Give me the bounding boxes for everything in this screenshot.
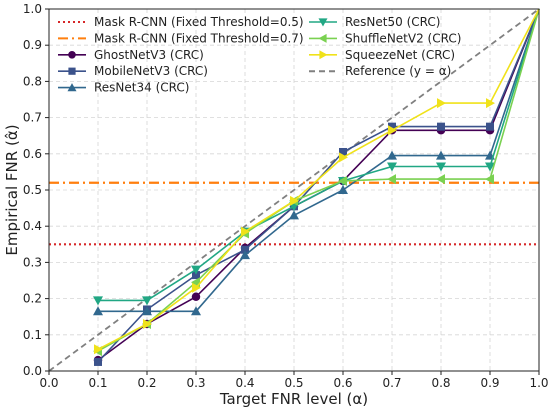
data-point <box>318 18 328 27</box>
data-point <box>93 306 103 316</box>
legend-label: MobileNetV3 (CRC) <box>94 64 208 78</box>
legend: Mask R-CNN (Fixed Threshold=0.5) Mask R-C… <box>58 15 461 95</box>
data-point <box>142 306 152 316</box>
legend-label: ShuffleNetV2 (CRC) <box>345 31 461 45</box>
y-tick-label: 0.9 <box>23 38 42 52</box>
legend-label: Reference (y = α) <box>345 64 451 78</box>
series <box>93 8 540 357</box>
y-axis-title: Empirical FNR (α̂) <box>3 124 21 255</box>
data-point <box>191 306 201 316</box>
x-tick-label: 0.9 <box>480 376 499 390</box>
x-tick-label: 0.7 <box>382 376 401 390</box>
legend-label: Mask R-CNN (Fixed Threshold=0.5) <box>94 15 304 29</box>
data-point <box>388 122 396 131</box>
legend-label: SqueezeNet (CRC) <box>345 48 455 62</box>
series-group <box>93 8 540 366</box>
x-tick-label: 0.5 <box>284 376 303 390</box>
data-point <box>191 292 201 302</box>
y-tick-label: 0.4 <box>23 219 42 233</box>
y-tick-label: 0.1 <box>23 328 42 342</box>
data-point <box>319 50 328 60</box>
data-point <box>94 357 102 366</box>
legend-item: Mask R-CNN (Fixed Threshold=0.5) <box>58 15 304 29</box>
x-tick-label: 0.2 <box>137 376 156 390</box>
y-tick-label: 0.0 <box>23 364 42 378</box>
data-point <box>436 174 445 185</box>
data-point <box>241 245 249 254</box>
axis-ticks: 0.0 0.1 0.2 0.3 0.4 0.5 0.6 0.7 0.8 0.9 1.0 0.0 0.1 0… <box>23 2 549 390</box>
x-tick-label: 0.4 <box>235 376 254 390</box>
data-point <box>339 147 347 156</box>
legend-label: GhostNetV3 (CRC) <box>94 48 204 62</box>
data-point <box>338 175 347 186</box>
data-point <box>485 174 494 185</box>
legend-item: Mask R-CNN (Fixed Threshold=0.7) <box>58 31 304 45</box>
data-point <box>94 344 103 355</box>
data-point <box>93 296 103 306</box>
series-line <box>98 8 540 313</box>
y-tick-label: 0.6 <box>23 147 42 161</box>
legend-item: Reference (y = α) <box>309 64 451 78</box>
y-tick-label: 0.8 <box>23 74 42 88</box>
data-point <box>436 150 446 160</box>
series-line <box>97 8 540 351</box>
data-point <box>142 296 152 306</box>
data-point <box>289 210 299 220</box>
legend-item: ShuffleNetV2 (CRC) <box>309 31 461 45</box>
series-line <box>98 8 540 302</box>
data-point <box>318 33 327 43</box>
data-point <box>485 162 495 172</box>
data-point <box>387 150 397 160</box>
threshold-lines-group <box>49 181 539 246</box>
data-point <box>240 250 250 260</box>
legend-label: ResNet50 (CRC) <box>345 15 440 29</box>
data-point <box>290 195 299 206</box>
y-tick-label: 0.7 <box>23 111 42 125</box>
x-tick-label: 0.8 <box>431 376 450 390</box>
data-point <box>387 174 396 185</box>
data-point <box>437 122 445 131</box>
x-axis-title: Target FNR level (α) <box>219 390 368 408</box>
x-tick-label: 1.0 <box>529 376 548 390</box>
legend-item: ResNet50 (CRC) <box>309 15 440 29</box>
data-point <box>388 125 397 136</box>
data-point <box>338 185 348 194</box>
y-tick-label: 1.0 <box>23 2 42 16</box>
data-point <box>192 282 201 293</box>
data-point <box>241 226 250 237</box>
data-point <box>67 83 77 92</box>
legend-item: MobileNetV3 (CRC) <box>58 64 208 78</box>
series <box>93 8 540 316</box>
data-point <box>191 265 201 275</box>
data-point <box>192 271 200 280</box>
legend-item: GhostNetV3 (CRC) <box>58 48 204 62</box>
data-point <box>68 50 76 59</box>
data-point <box>486 98 495 109</box>
data-point <box>486 122 494 131</box>
data-point <box>437 98 446 109</box>
y-tick-label: 0.5 <box>23 183 42 197</box>
y-tick-label: 0.3 <box>23 255 42 269</box>
x-tick-label: 0.0 <box>39 376 58 390</box>
legend-item: SqueezeNet (CRC) <box>309 48 455 62</box>
x-tick-label: 0.3 <box>186 376 205 390</box>
data-point <box>436 162 446 172</box>
data-point <box>68 67 76 75</box>
data-point <box>339 152 348 163</box>
legend-label: Mask R-CNN (Fixed Threshold=0.7) <box>94 31 304 45</box>
series-line <box>97 8 540 352</box>
x-tick-label: 0.1 <box>88 376 107 390</box>
x-tick-label: 0.6 <box>333 376 352 390</box>
legend-label: ResNet34 (CRC) <box>94 81 189 95</box>
series <box>94 8 540 355</box>
y-tick-label: 0.2 <box>23 292 42 306</box>
data-point <box>143 318 152 329</box>
legend-item: ResNet34 (CRC) <box>58 81 189 95</box>
data-point <box>387 162 397 172</box>
